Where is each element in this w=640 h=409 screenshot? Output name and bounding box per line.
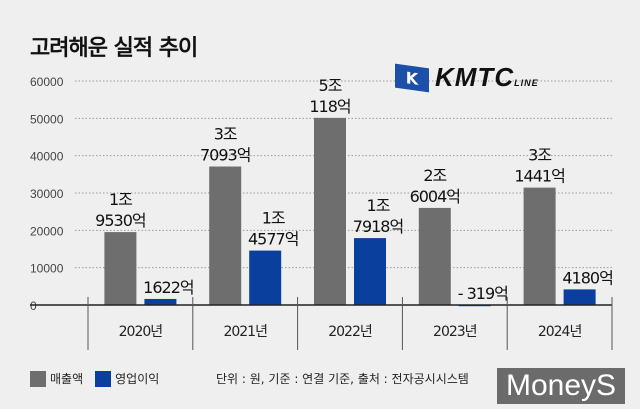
- y-tick-label: 40000: [30, 150, 64, 164]
- revenue-bar: [209, 166, 242, 305]
- legend-swatch-revenue: [30, 370, 46, 387]
- logo-main: KMTC: [435, 62, 515, 92]
- profit-bar: [563, 289, 596, 305]
- x-tick-label: 2024년: [538, 324, 582, 340]
- source-note: 단위 : 원, 기준 : 연결 기준, 출처 : 전자공시시스템: [216, 372, 469, 386]
- data-label: 6004억: [410, 187, 460, 206]
- profit-bar: [249, 250, 282, 305]
- data-label: 1조: [367, 196, 390, 215]
- kmtc-logo: K KMTCLINE: [395, 62, 539, 93]
- data-label: 2조: [423, 166, 446, 185]
- data-label: 3조: [214, 125, 237, 144]
- x-tick-label: 2022년: [328, 324, 372, 340]
- data-label: 7918억: [353, 217, 403, 236]
- legend: 매출액 영업이익: [30, 370, 159, 387]
- data-label: 4180억: [562, 268, 612, 287]
- data-label: 5조: [319, 76, 342, 95]
- y-tick-label: 30000: [30, 187, 64, 201]
- data-label: 9530억: [95, 211, 145, 230]
- data-label: 118억: [309, 97, 350, 116]
- y-tick-label: 20000: [30, 224, 64, 238]
- y-tick-label: 10000: [30, 262, 64, 276]
- legend-swatch-profit: [95, 370, 112, 387]
- y-tick-label: 50000: [30, 112, 64, 126]
- x-tick-label: 2023년: [433, 324, 477, 340]
- data-label: 3조: [528, 146, 551, 165]
- data-label: 1조: [262, 209, 285, 228]
- profit-bar: [144, 298, 177, 305]
- revenue-bar: [104, 232, 137, 305]
- y-tick-label: 60000: [30, 75, 64, 89]
- profit-bar: [354, 238, 386, 305]
- data-label: 1조: [109, 190, 132, 209]
- chart-title: 고려해운 실적 추이: [30, 36, 198, 61]
- logo-sub: LINE: [514, 78, 539, 88]
- legend-label-revenue: 매출액: [50, 372, 84, 386]
- data-label: 1441억: [514, 167, 564, 186]
- data-label: 7093억: [200, 146, 250, 165]
- revenue-bar: [523, 187, 556, 305]
- x-tick-label: 2020년: [119, 324, 163, 340]
- data-label: 4577억: [248, 230, 298, 249]
- data-label: - 319억: [458, 284, 508, 303]
- flag-icon: K: [395, 63, 429, 92]
- logo-text: KMTCLINE: [435, 62, 539, 93]
- x-tick-label: 2021년: [223, 324, 267, 340]
- y-tick-label: 0: [30, 299, 37, 313]
- data-label: 1622억: [143, 278, 193, 297]
- legend-label-profit: 영업이익: [115, 372, 160, 386]
- moneys-watermark: MoneyS: [497, 368, 625, 404]
- revenue-bar: [314, 117, 346, 306]
- revenue-bar: [418, 207, 451, 305]
